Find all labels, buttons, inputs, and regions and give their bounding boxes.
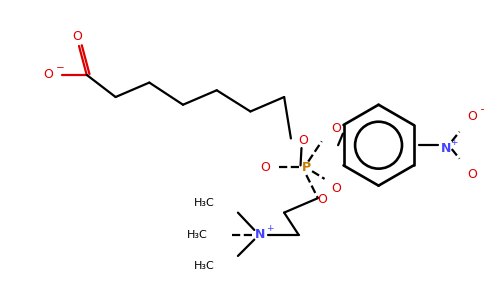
Text: O: O [318,193,328,206]
Text: −: − [56,63,65,73]
Text: O: O [331,122,341,135]
Text: O: O [331,182,341,195]
Text: +: + [450,138,457,147]
Text: O: O [467,110,477,123]
Text: N: N [255,228,265,241]
Text: H₃C: H₃C [194,261,215,271]
Text: O: O [299,134,308,147]
Text: −: − [480,104,484,115]
Text: H₃C: H₃C [187,230,208,240]
Text: O: O [260,161,270,174]
Text: H₃C: H₃C [194,198,215,208]
Text: O: O [43,68,53,81]
Text: P: P [302,161,311,174]
Text: O: O [72,30,82,43]
Text: N: N [441,142,451,154]
Text: O: O [467,168,477,181]
Text: +: + [266,224,273,233]
